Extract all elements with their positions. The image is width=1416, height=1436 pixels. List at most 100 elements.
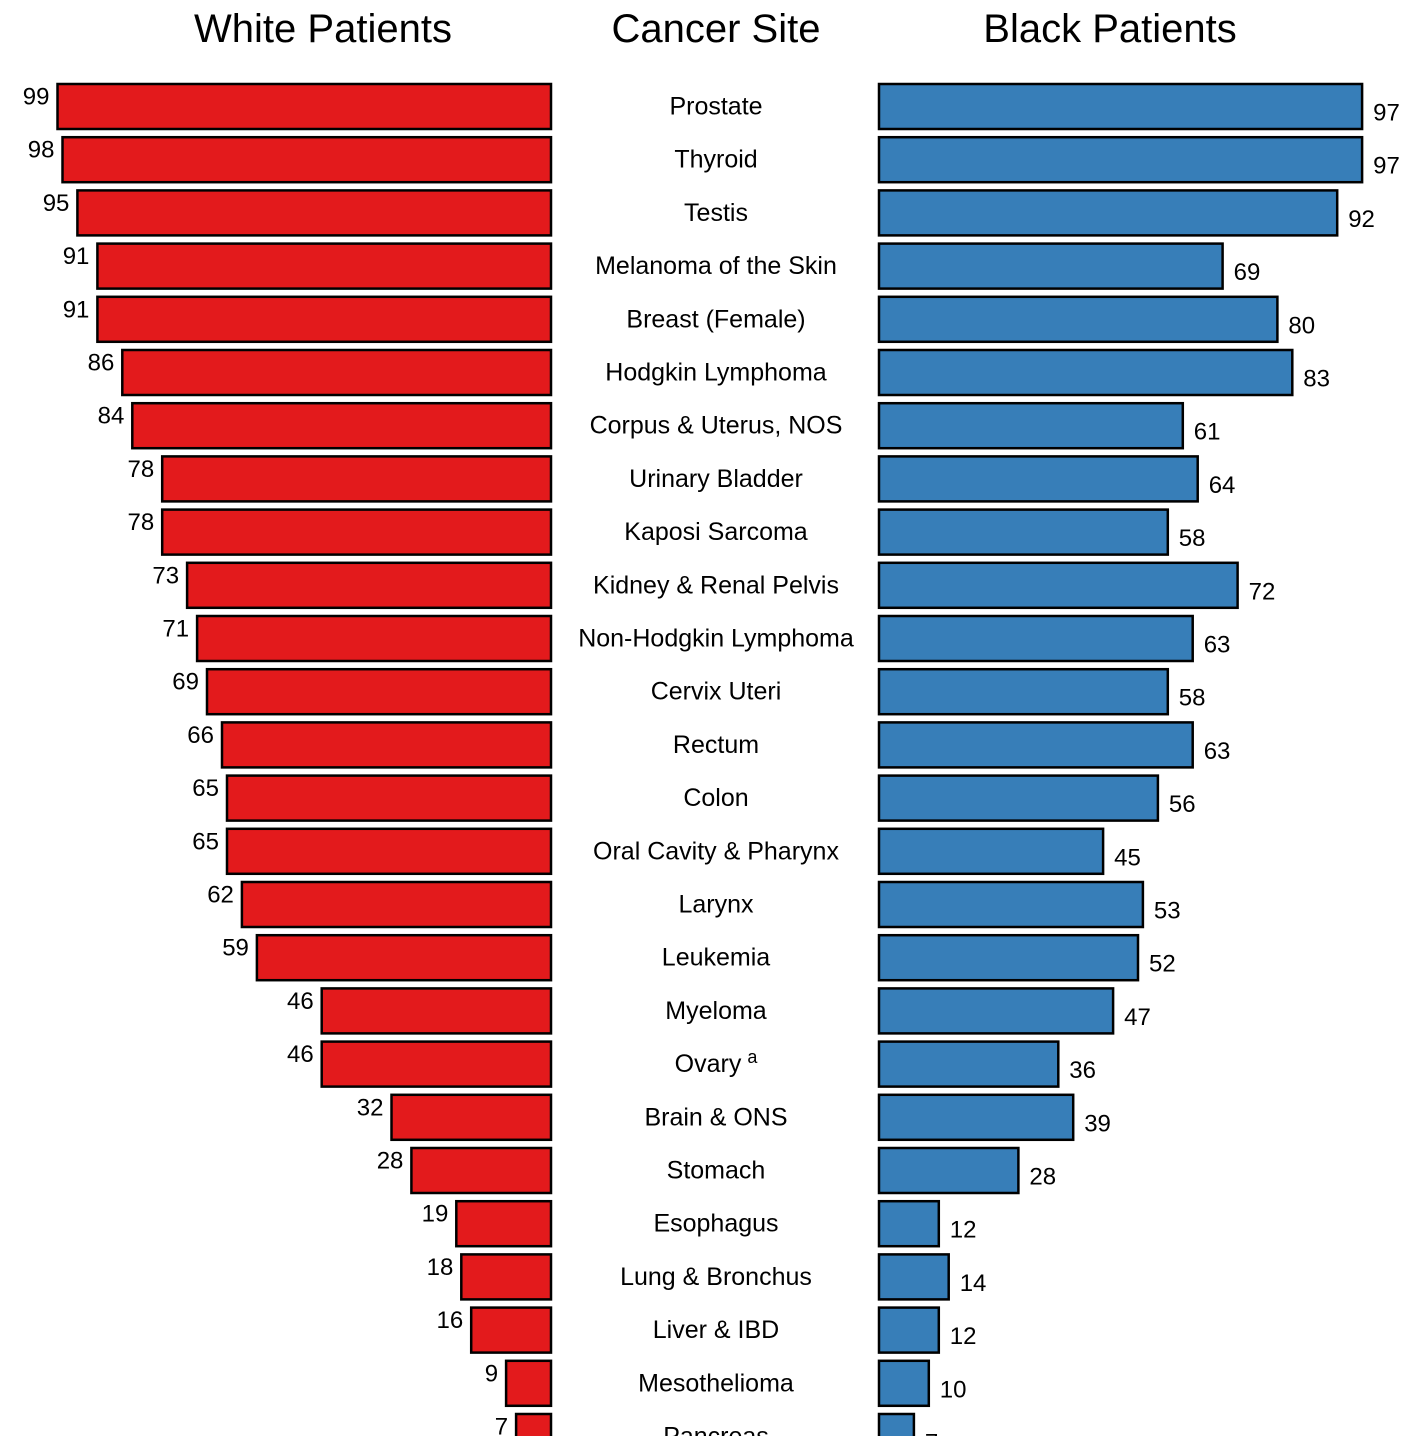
site-label-corpus-and-uterus-nos: Corpus & Uterus, NOS bbox=[590, 412, 843, 440]
value-label-black-kaposi-sarcoma: 58 bbox=[1179, 525, 1206, 552]
value-label-white-melanoma-of-the-skin: 91 bbox=[63, 243, 90, 270]
left-header: White Patients bbox=[194, 7, 452, 51]
site-label-cervix-uteri: Cervix Uteri bbox=[651, 678, 782, 706]
bar-white-breast-female bbox=[96, 295, 553, 344]
bar-white-rectum bbox=[220, 721, 553, 769]
site-label-non-hodgkin-lymphoma: Non-Hodgkin Lymphoma bbox=[578, 625, 854, 653]
value-label-black-non-hodgkin-lymphoma: 63 bbox=[1204, 632, 1231, 659]
bar-white-corpus-and-uterus-nos bbox=[131, 401, 553, 450]
bar-black-myeloma bbox=[877, 987, 1115, 1035]
site-label-pancreas: Pancreas bbox=[663, 1423, 769, 1436]
value-label-black-thyroid: 97 bbox=[1373, 153, 1400, 180]
site-label-leukemia: Leukemia bbox=[662, 944, 770, 972]
bar-black-ovary bbox=[877, 1040, 1060, 1088]
value-label-white-testis: 95 bbox=[43, 190, 70, 217]
value-label-black-ovary: 36 bbox=[1069, 1057, 1096, 1084]
bar-white-leukemia bbox=[255, 933, 553, 982]
bar-black-rectum bbox=[877, 721, 1194, 769]
site-label-mesothelioma: Mesothelioma bbox=[638, 1369, 794, 1397]
value-label-black-mesothelioma: 10 bbox=[940, 1376, 967, 1403]
bar-black-brain-and-ons bbox=[877, 1093, 1075, 1142]
bar-white-non-hodgkin-lymphoma bbox=[195, 614, 553, 663]
bar-black-lung-and-bronchus bbox=[877, 1253, 950, 1301]
value-label-white-rectum: 66 bbox=[187, 722, 214, 749]
site-label-myeloma: Myeloma bbox=[665, 997, 767, 1025]
bar-white-lung-and-bronchus bbox=[460, 1253, 553, 1301]
value-label-black-leukemia: 52 bbox=[1149, 951, 1176, 978]
bar-black-stomach bbox=[877, 1146, 1020, 1195]
site-label-lung-and-bronchus: Lung & Bronchus bbox=[620, 1263, 812, 1291]
value-label-black-stomach: 28 bbox=[1029, 1164, 1056, 1191]
site-label-rectum: Rectum bbox=[673, 731, 759, 759]
value-label-white-thyroid: 98 bbox=[28, 137, 55, 164]
bar-black-non-hodgkin-lymphoma bbox=[877, 614, 1194, 663]
bar-white-thyroid bbox=[61, 135, 553, 184]
bar-black-cervix-uteri bbox=[877, 667, 1170, 716]
bar-black-leukemia bbox=[877, 933, 1140, 982]
value-label-black-larynx: 53 bbox=[1154, 898, 1181, 925]
bar-black-thyroid bbox=[877, 135, 1364, 184]
value-label-black-myeloma: 47 bbox=[1124, 1004, 1151, 1031]
value-label-white-non-hodgkin-lymphoma: 71 bbox=[162, 616, 189, 643]
value-label-white-hodgkin-lymphoma: 86 bbox=[88, 350, 115, 377]
bar-black-testis bbox=[877, 189, 1339, 237]
bar-black-urinary-bladder bbox=[877, 455, 1199, 503]
bar-white-kaposi-sarcoma bbox=[160, 508, 553, 556]
site-label-kidney-and-renal-pelvis: Kidney & Renal Pelvis bbox=[593, 571, 839, 599]
value-label-white-kaposi-sarcoma: 78 bbox=[127, 509, 154, 536]
bar-white-testis bbox=[76, 189, 553, 237]
value-label-white-ovary: 46 bbox=[287, 1041, 314, 1068]
center-header: Cancer Site bbox=[612, 7, 821, 51]
bar-black-hodgkin-lymphoma bbox=[877, 348, 1294, 397]
value-label-white-oral-cavity-and-pharynx: 65 bbox=[192, 828, 219, 855]
value-label-black-liver-and-ibd: 12 bbox=[950, 1323, 977, 1350]
value-label-white-mesothelioma: 9 bbox=[485, 1360, 498, 1387]
site-label-brain-and-ons: Brain & ONS bbox=[644, 1103, 787, 1131]
value-label-black-oral-cavity-and-pharynx: 45 bbox=[1114, 844, 1141, 871]
bar-black-oral-cavity-and-pharynx bbox=[877, 827, 1105, 876]
bar-black-esophagus bbox=[877, 1199, 941, 1248]
site-label-melanoma-of-the-skin: Melanoma of the Skin bbox=[595, 252, 837, 280]
bar-white-esophagus bbox=[455, 1199, 553, 1248]
value-label-white-colon: 65 bbox=[192, 775, 219, 802]
bar-white-mesothelioma bbox=[504, 1359, 553, 1408]
bar-white-hodgkin-lymphoma bbox=[121, 348, 553, 397]
value-label-white-cervix-uteri: 69 bbox=[172, 669, 199, 696]
bar-white-oral-cavity-and-pharynx bbox=[225, 827, 553, 876]
value-label-white-prostate: 99 bbox=[23, 84, 50, 111]
white-patients-bars: 9998959191868478787371696665656259464632… bbox=[23, 82, 553, 1436]
value-label-black-esophagus: 12 bbox=[950, 1217, 977, 1244]
value-label-black-rectum: 63 bbox=[1204, 738, 1231, 765]
bar-white-ovary bbox=[320, 1040, 553, 1088]
bar-white-brain-and-ons bbox=[390, 1093, 553, 1142]
value-label-white-pancreas: 7 bbox=[495, 1414, 508, 1436]
value-label-black-breast-female: 80 bbox=[1288, 312, 1315, 339]
bar-black-kaposi-sarcoma bbox=[877, 508, 1170, 556]
bar-white-melanoma-of-the-skin bbox=[96, 242, 553, 290]
value-label-white-urinary-bladder: 78 bbox=[127, 456, 154, 483]
bar-white-pancreas bbox=[514, 1412, 553, 1436]
value-label-white-larynx: 62 bbox=[207, 882, 234, 909]
bar-black-mesothelioma bbox=[877, 1359, 931, 1408]
value-label-white-lung-and-bronchus: 18 bbox=[427, 1254, 454, 1281]
value-label-white-corpus-and-uterus-nos: 84 bbox=[98, 403, 125, 430]
site-label-larynx: Larynx bbox=[678, 891, 754, 919]
value-label-black-lung-and-bronchus: 14 bbox=[960, 1270, 987, 1297]
bar-black-prostate bbox=[877, 82, 1364, 131]
bar-black-pancreas bbox=[877, 1412, 916, 1436]
bar-black-liver-and-ibd bbox=[877, 1306, 941, 1354]
site-label-oral-cavity-and-pharynx: Oral Cavity & Pharynx bbox=[593, 837, 839, 865]
value-label-white-stomach: 28 bbox=[377, 1148, 404, 1175]
value-label-white-myeloma: 46 bbox=[287, 988, 314, 1015]
bar-white-larynx bbox=[240, 880, 553, 929]
bar-black-breast-female bbox=[877, 295, 1279, 344]
site-label-stomach: Stomach bbox=[667, 1157, 766, 1185]
bar-black-larynx bbox=[877, 880, 1145, 929]
value-label-white-liver-and-ibd: 16 bbox=[436, 1307, 463, 1334]
bar-black-melanoma-of-the-skin bbox=[877, 242, 1224, 290]
value-label-white-brain-and-ons: 32 bbox=[357, 1094, 384, 1121]
value-label-black-colon: 56 bbox=[1169, 791, 1196, 818]
bar-white-kidney-and-renal-pelvis bbox=[185, 561, 553, 610]
bar-white-stomach bbox=[410, 1146, 553, 1195]
